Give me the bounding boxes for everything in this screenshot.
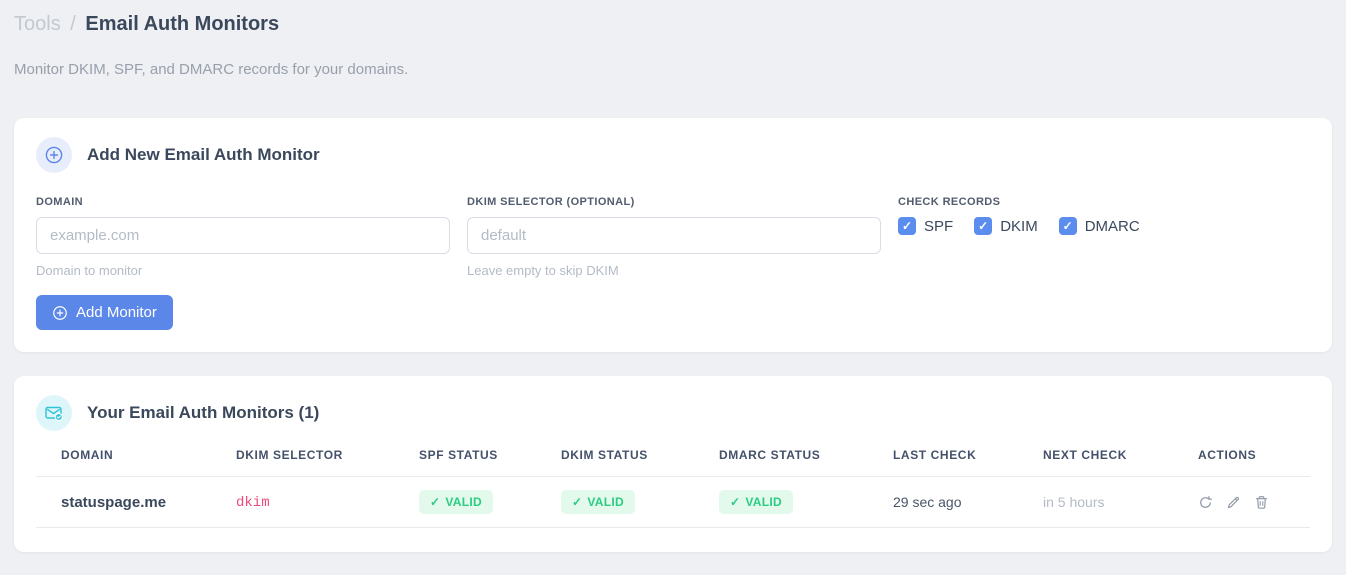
monitor-dkim-selector: dkim bbox=[236, 495, 270, 511]
refresh-icon bbox=[1200, 495, 1212, 508]
monitor-domain: statuspage.me bbox=[36, 476, 211, 528]
col-header-dkim-status: DKIM STATUS bbox=[536, 448, 694, 477]
checkbox-option-dkim[interactable]: ✓ DKIM bbox=[974, 217, 1038, 235]
spf-checkbox-label: SPF bbox=[924, 217, 954, 235]
edit-button[interactable] bbox=[1226, 495, 1241, 510]
pencil-icon bbox=[1227, 496, 1239, 508]
page-header: Tools / Email Auth Monitors Monitor DKIM… bbox=[0, 0, 1346, 78]
row-actions bbox=[1198, 495, 1310, 510]
check-records-options: ✓ SPF ✓ DKIM ✓ DMARC bbox=[898, 217, 1140, 235]
table-row: statuspage.me dkim ✓ VALID ✓ VALID bbox=[36, 476, 1310, 528]
monitor-next-check: in 5 hours bbox=[1018, 476, 1173, 528]
spf-status-badge: ✓ VALID bbox=[419, 490, 493, 514]
col-header-dkim-selector: DKIM SELECTOR bbox=[211, 448, 394, 477]
dkim-selector-input[interactable] bbox=[467, 217, 881, 254]
dkim-checkbox[interactable]: ✓ bbox=[974, 217, 993, 235]
col-header-domain: DOMAIN bbox=[36, 448, 211, 477]
breadcrumb-tools-link[interactable]: Tools bbox=[14, 13, 61, 35]
page-title: Email Auth Monitors bbox=[85, 13, 280, 35]
add-monitor-button-label: Add Monitor bbox=[76, 304, 157, 321]
dkim-checkbox-label: DKIM bbox=[1000, 217, 1038, 235]
dkim-status-label: VALID bbox=[587, 495, 624, 509]
check-icon: ✓ bbox=[572, 495, 583, 509]
envelope-check-icon bbox=[36, 395, 72, 431]
domain-helper-text: Domain to monitor bbox=[36, 263, 143, 278]
add-monitor-card: Add New Email Auth Monitor DOMAIN Domain… bbox=[14, 118, 1332, 352]
plus-circle-icon bbox=[36, 137, 72, 173]
add-card-header: Add New Email Auth Monitor bbox=[36, 137, 1310, 173]
refresh-button[interactable] bbox=[1198, 495, 1213, 510]
add-monitor-form: DOMAIN Domain to monitor DKIM SELECTOR (… bbox=[36, 196, 1310, 278]
monitors-card-title: Your Email Auth Monitors (1) bbox=[87, 403, 320, 422]
monitor-last-check: 29 sec ago bbox=[868, 476, 1018, 528]
col-header-spf-status: SPF STATUS bbox=[394, 448, 536, 477]
monitors-table: DOMAIN DKIM SELECTOR SPF STATUS DKIM STA… bbox=[36, 448, 1310, 528]
page-subtitle: Monitor DKIM, SPF, and DMARC records for… bbox=[14, 61, 409, 78]
breadcrumb: Tools / Email Auth Monitors bbox=[14, 12, 1332, 36]
domain-field-group: DOMAIN Domain to monitor bbox=[36, 196, 450, 278]
domain-label: DOMAIN bbox=[36, 196, 84, 208]
check-icon: ✓ bbox=[430, 495, 441, 509]
add-monitor-button[interactable]: Add Monitor bbox=[36, 295, 173, 330]
check-records-label: CHECK RECORDS bbox=[898, 196, 1001, 208]
checkbox-option-dmarc[interactable]: ✓ DMARC bbox=[1058, 217, 1140, 235]
add-card-title: Add New Email Auth Monitor bbox=[87, 145, 320, 164]
domain-input[interactable] bbox=[36, 217, 450, 254]
col-header-dmarc-status: DMARC STATUS bbox=[694, 448, 868, 477]
dmarc-checkbox-label: DMARC bbox=[1084, 217, 1140, 235]
checkbox-option-spf[interactable]: ✓ SPF bbox=[898, 217, 953, 235]
dmarc-status-label: VALID bbox=[745, 495, 782, 509]
dkim-selector-label: DKIM SELECTOR (OPTIONAL) bbox=[467, 196, 635, 208]
dkim-status-badge: ✓ VALID bbox=[561, 490, 635, 514]
col-header-next-check: NEXT CHECK bbox=[1018, 448, 1173, 477]
col-header-actions: ACTIONS bbox=[1173, 448, 1310, 477]
plus-circle-icon bbox=[53, 305, 67, 320]
dkim-selector-helper-text: Leave empty to skip DKIM bbox=[467, 263, 619, 278]
breadcrumb-separator: / bbox=[70, 13, 76, 35]
dmarc-checkbox[interactable]: ✓ bbox=[1058, 217, 1077, 235]
col-header-last-check: LAST CHECK bbox=[868, 448, 1018, 477]
dkim-selector-field-group: DKIM SELECTOR (OPTIONAL) Leave empty to … bbox=[467, 196, 881, 278]
dmarc-status-badge: ✓ VALID bbox=[719, 490, 793, 514]
delete-button[interactable] bbox=[1254, 495, 1269, 510]
monitors-card: Your Email Auth Monitors (1) DOMAIN DKIM… bbox=[14, 376, 1332, 552]
table-header-row: DOMAIN DKIM SELECTOR SPF STATUS DKIM STA… bbox=[36, 448, 1310, 477]
monitors-card-header: Your Email Auth Monitors (1) bbox=[36, 395, 1310, 431]
spf-checkbox[interactable]: ✓ bbox=[898, 217, 916, 235]
check-records-group: CHECK RECORDS ✓ SPF ✓ DKIM ✓ DMARC bbox=[898, 196, 1140, 278]
check-icon: ✓ bbox=[730, 495, 741, 509]
spf-status-label: VALID bbox=[445, 495, 482, 509]
trash-icon bbox=[1255, 495, 1268, 509]
